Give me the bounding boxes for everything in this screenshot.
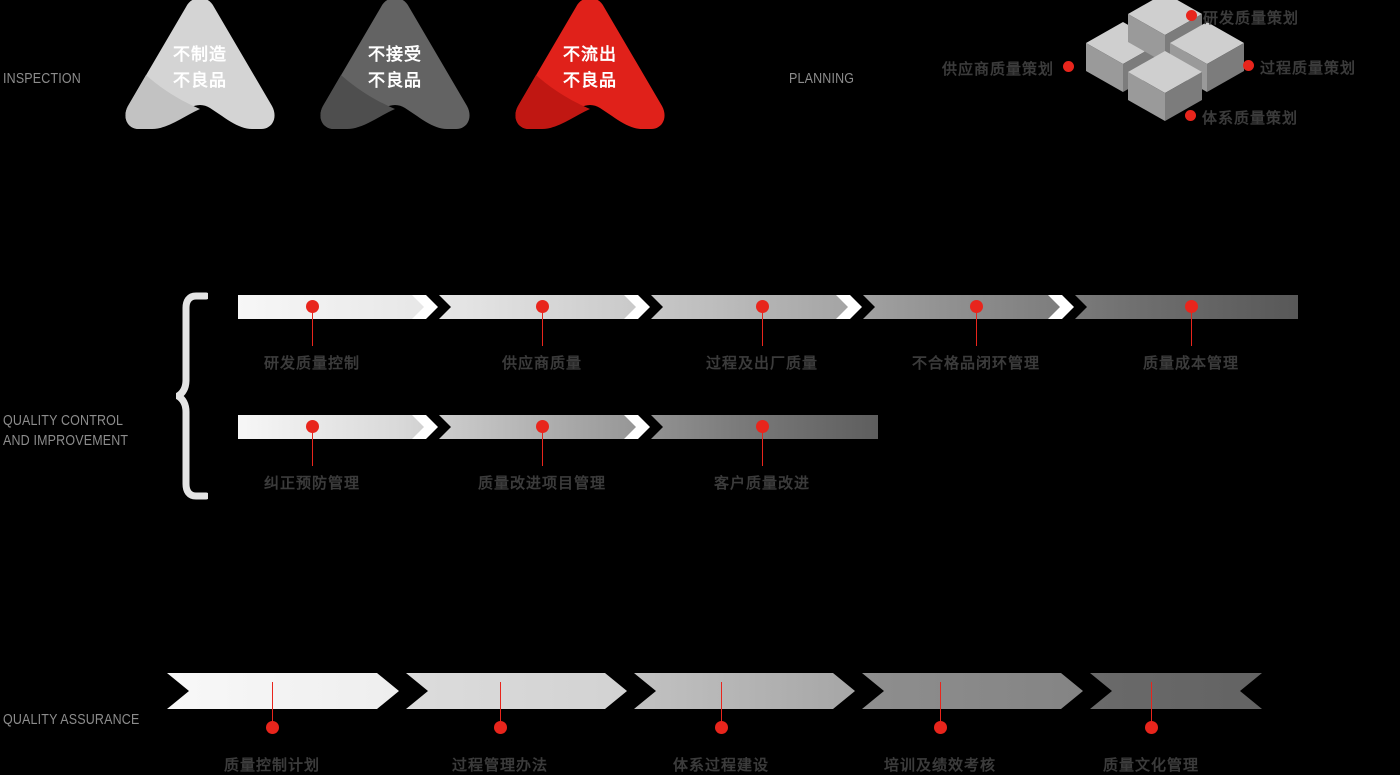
pin-stem — [311, 306, 314, 346]
pin-dot — [756, 420, 769, 433]
pin-stem — [499, 682, 502, 727]
pin-dot — [266, 721, 279, 734]
qa-pin-5 — [1145, 682, 1158, 734]
pin-dot — [934, 721, 947, 734]
pin-stem — [939, 682, 942, 727]
planning-dot-rd — [1186, 10, 1197, 21]
planning-dot-process — [1243, 60, 1254, 71]
pin-stem — [541, 306, 544, 346]
qc-pin-6 — [306, 420, 319, 466]
qa-row-bar — [167, 673, 1262, 709]
inspection-arrow-no-make: 不制造 不良品 — [122, 0, 278, 132]
planning-dot-system — [1185, 110, 1196, 121]
planning-cube-cluster — [1078, 0, 1248, 130]
inspection-arrow-no-accept: 不接受 不良品 — [317, 0, 473, 132]
qa-pin-4 — [934, 682, 947, 734]
pin-stem — [541, 426, 544, 466]
pin-stem — [271, 682, 274, 727]
qa-label-quality-culture: 质量文化管理 — [1102, 756, 1200, 774]
qc-pin-4 — [970, 300, 983, 346]
qa-label-system-process: 体系过程建设 — [672, 756, 770, 774]
callout-supplier-planning: 供应商质量策划 — [941, 60, 1054, 78]
pin-dot — [536, 420, 549, 433]
qc-label-process-outgoing: 过程及出厂质量 — [705, 354, 819, 372]
section-label-quality-assurance: QUALITY ASSURANCE — [3, 712, 140, 728]
callout-system-planning: 体系质量策划 — [1202, 109, 1299, 127]
pin-dot — [715, 721, 728, 734]
pin-stem — [720, 682, 723, 727]
qc-pin-3 — [756, 300, 769, 346]
qc-pin-8 — [756, 420, 769, 466]
qc-pin-1 — [306, 300, 319, 346]
qc-label-quality-cost: 质量成本管理 — [1142, 354, 1240, 372]
qc-row-2-bar — [238, 415, 878, 439]
qc-row-1-bar — [238, 295, 1298, 319]
quality-control-brace — [174, 292, 210, 500]
qa-label-training-appraisal: 培训及绩效考核 — [883, 756, 997, 774]
qa-pin-1 — [266, 682, 279, 734]
pin-stem — [761, 426, 764, 466]
qa-label-control-plan: 质量控制计划 — [223, 756, 321, 774]
callout-process-planning: 过程质量策划 — [1260, 59, 1357, 77]
qc-pin-2 — [536, 300, 549, 346]
pin-dot — [306, 420, 319, 433]
pin-stem — [1190, 306, 1193, 346]
section-label-quality-control: QUALITY CONTROL AND IMPROVEMENT — [3, 413, 129, 449]
cube-front-bottom — [1128, 51, 1202, 121]
qc-pin-7 — [536, 420, 549, 466]
section-label-inspection: INSPECTION — [3, 71, 81, 87]
pin-dot — [756, 300, 769, 313]
qa-pin-2 — [494, 682, 507, 734]
callout-rd-planning: 研发质量策划 — [1203, 9, 1300, 27]
qc-label-customer-improvement: 客户质量改进 — [713, 474, 811, 492]
qc-label-corrective-preventive: 纠正预防管理 — [263, 474, 361, 492]
pin-stem — [311, 426, 314, 466]
pin-dot — [1185, 300, 1198, 313]
qc-label-supplier-quality: 供应商质量 — [501, 354, 583, 372]
pin-stem — [761, 306, 764, 346]
pin-dot — [306, 300, 319, 313]
planning-dot-supplier — [1063, 61, 1074, 72]
pin-dot — [536, 300, 549, 313]
pin-dot — [970, 300, 983, 313]
qc-pin-5 — [1185, 300, 1198, 346]
pin-stem — [1150, 682, 1153, 727]
pin-dot — [494, 721, 507, 734]
qa-label-process-method: 过程管理办法 — [451, 756, 549, 774]
pin-stem — [975, 306, 978, 346]
pin-dot — [1145, 721, 1158, 734]
inspection-arrow-no-outflow: 不流出 不良品 — [512, 0, 668, 132]
section-label-planning: PLANNING — [789, 71, 855, 87]
qc-label-rd-quality-control: 研发质量控制 — [263, 354, 361, 372]
qa-pin-3 — [715, 682, 728, 734]
qc-label-nonconforming-closed: 不合格品闭环管理 — [911, 354, 1041, 372]
qc-label-improvement-project: 质量改进项目管理 — [477, 474, 607, 492]
cube-front-right — [1170, 22, 1244, 92]
